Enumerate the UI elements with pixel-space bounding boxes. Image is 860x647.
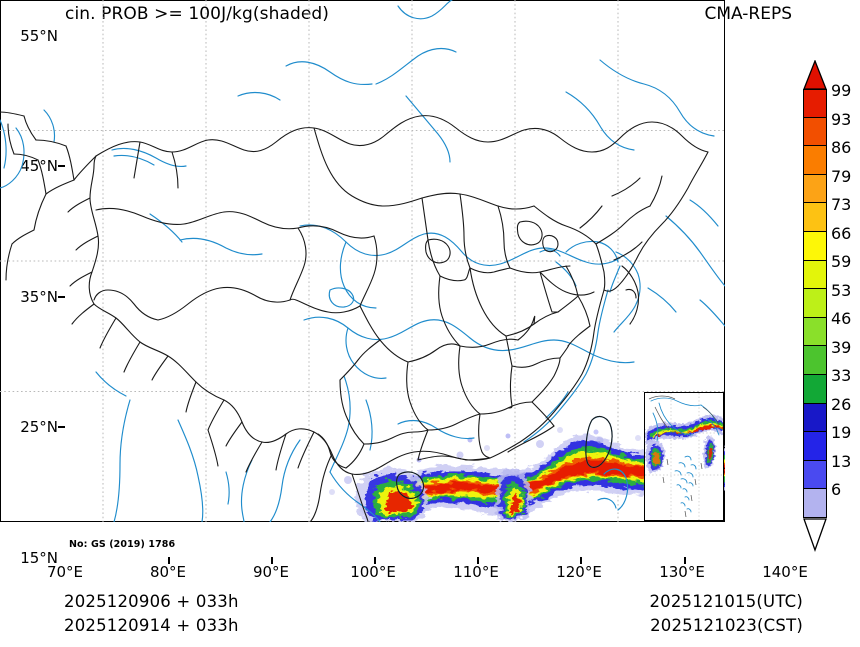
colorbar-label-86: 86 bbox=[831, 138, 852, 157]
y-tick-label-55N: 55°N bbox=[20, 27, 58, 45]
page-title: cin. PROB >= 100J/kg(shaded) bbox=[65, 4, 330, 24]
colorbar-segment bbox=[803, 460, 827, 490]
x-tick-label-90E: 90°E bbox=[252, 563, 290, 581]
x-tick-label-140E: 140°E bbox=[762, 563, 808, 581]
colorbar-segment bbox=[803, 231, 827, 261]
map-layers bbox=[0, 0, 725, 522]
map-attribution: No: GS (2019) 1786 bbox=[69, 539, 176, 550]
colorbar-label-79: 79 bbox=[831, 167, 852, 186]
colorbar-label-93: 93 bbox=[831, 110, 852, 129]
colorbar-segment bbox=[803, 89, 827, 118]
colorbar-segment bbox=[803, 289, 827, 318]
colorbar-segment bbox=[803, 403, 827, 433]
colorbar-segment bbox=[803, 346, 827, 375]
colorbar-max-arrow bbox=[803, 60, 827, 90]
y-tick-label-35N: 35°N bbox=[20, 288, 58, 306]
footer-valid-time-cst: 2025121023(CST) bbox=[650, 616, 803, 635]
colorbar-segments bbox=[803, 89, 827, 518]
colorbar-label-39: 39 bbox=[831, 338, 852, 357]
colorbar-label-6: 6 bbox=[831, 480, 842, 499]
footer-init-time-utc: 2025120906 + 033h bbox=[64, 592, 239, 611]
x-tick-label-100E: 100°E bbox=[350, 563, 396, 581]
colorbar-label-66: 66 bbox=[831, 224, 852, 243]
model-label: CMA-REPS bbox=[704, 4, 792, 24]
inset-map bbox=[645, 393, 723, 520]
y-tick-label-45N: 45°N bbox=[20, 157, 58, 175]
colorbar-segment bbox=[803, 203, 827, 232]
colorbar-segment bbox=[803, 146, 827, 175]
colorbar-min-arrow bbox=[803, 518, 827, 552]
x-tick-label-130E: 130°E bbox=[659, 563, 705, 581]
colorbar-segment bbox=[803, 489, 827, 518]
colorbar-label-59: 59 bbox=[831, 252, 852, 271]
colorbar-label-53: 53 bbox=[831, 281, 852, 300]
footer-valid-time-utc: 2025121015(UTC) bbox=[649, 592, 803, 611]
x-tick-label-110E: 110°E bbox=[453, 563, 499, 581]
colorbar-segment bbox=[803, 374, 827, 404]
y-tick-label-15N: 15°N bbox=[20, 549, 58, 567]
colorbar-segment bbox=[803, 260, 827, 290]
x-tick-label-70E: 70°E bbox=[46, 563, 84, 581]
x-tick-label-80E: 80°E bbox=[149, 563, 187, 581]
colorbar-segment bbox=[803, 174, 827, 204]
footer-init-time-cst: 2025120914 + 033h bbox=[64, 616, 239, 635]
colorbar-label-46: 46 bbox=[831, 309, 852, 328]
speckles bbox=[329, 427, 641, 495]
colorbar-segment bbox=[803, 432, 827, 461]
colorbar-label-73: 73 bbox=[831, 195, 852, 214]
x-tick-label-120E: 120°E bbox=[556, 563, 602, 581]
colorbar-segment bbox=[803, 317, 827, 347]
colorbar-label-19: 19 bbox=[831, 423, 852, 442]
colorbar[interactable]: 99 93 86 79 73 66 59 53 46 39 33 26 19 1… bbox=[800, 60, 856, 560]
colorbar-segment bbox=[803, 117, 827, 147]
colorbar-label-99: 99 bbox=[831, 81, 852, 100]
colorbar-label-33: 33 bbox=[831, 366, 852, 385]
colorbar-label-26: 26 bbox=[831, 395, 852, 414]
coastline-and-rivers bbox=[0, 0, 725, 522]
probability-shading bbox=[329, 427, 725, 522]
country-and-province-borders bbox=[0, 111, 709, 522]
y-tick-label-25N: 25°N bbox=[20, 418, 58, 436]
south-china-sea-inset[interactable] bbox=[644, 392, 724, 521]
map-plot-area[interactable] bbox=[0, 0, 725, 522]
colorbar-label-13: 13 bbox=[831, 452, 852, 471]
